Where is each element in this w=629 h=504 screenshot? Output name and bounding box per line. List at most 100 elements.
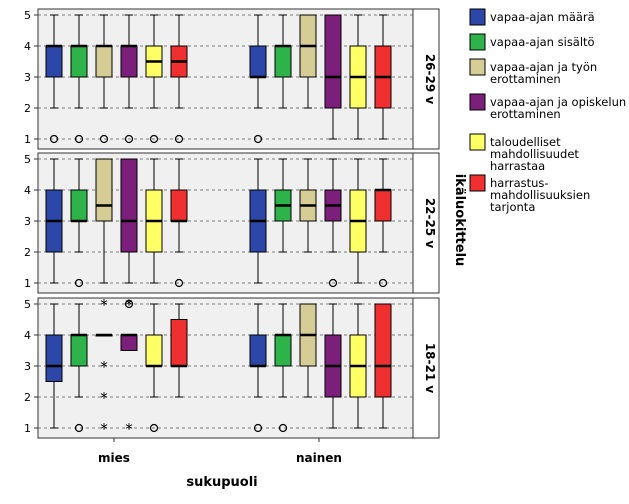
x-axis [113, 438, 320, 442]
legend-label: harrastaa [490, 159, 545, 173]
panel-label: 26-29 v [423, 54, 437, 105]
legend-swatch [469, 58, 486, 76]
box-mies-s4 [120, 158, 138, 284]
box-nainen-s1 [249, 14, 267, 144]
box-iqr [274, 45, 292, 78]
legend-swatch [469, 33, 486, 51]
box-nainen-s4 [324, 303, 342, 429]
box-nainen-s2 [274, 14, 292, 109]
box-iqr [120, 45, 138, 78]
box-mies-s5 [145, 158, 163, 284]
box-iqr [249, 45, 267, 78]
extreme-marker: * [100, 358, 108, 376]
y-tick-label: 5 [24, 153, 31, 166]
panel-1: 26-29 v 1 2 3 4 5 [24, 8, 440, 150]
box-mies-s3 [95, 158, 113, 284]
outlier-marker [49, 134, 59, 144]
outlier-marker [174, 134, 184, 144]
box-iqr [145, 334, 163, 367]
box-iqr [274, 334, 292, 367]
extreme-marker: * [125, 420, 133, 438]
extreme-marker: * [100, 296, 108, 314]
outlier-marker [124, 299, 134, 309]
box-iqr [95, 158, 113, 222]
legend-swatch [469, 133, 486, 151]
box-nainen-s4 [324, 158, 342, 288]
box-mies-s6 [170, 14, 188, 144]
box-iqr [120, 158, 138, 253]
outlier-marker [278, 423, 288, 433]
legend-label: mahdollisuudet [490, 147, 579, 161]
y-tick-label: 2 [24, 246, 31, 259]
outlier-marker [74, 278, 84, 288]
legend-label: vapaa-ajan ja työn [490, 60, 597, 74]
box-nainen-s2 [274, 303, 292, 433]
box-mies-s2 [70, 158, 88, 288]
outlier-marker [124, 134, 134, 144]
x-tick-label-nainen: nainen [296, 451, 342, 465]
legend-swatch [469, 174, 486, 192]
box-mies-s5 [145, 14, 163, 144]
box-nainen-s5 [349, 14, 367, 140]
outlier-marker [74, 134, 84, 144]
box-iqr [45, 334, 63, 382]
y-tick-label: 3 [24, 215, 31, 228]
box-mies-s3 [95, 14, 113, 144]
box-nainen-s6 [374, 158, 392, 288]
box-nainen-s1 [249, 158, 267, 284]
y-tick-label: 5 [24, 9, 31, 22]
box-iqr [374, 189, 392, 222]
box-nainen-s5 [349, 303, 367, 429]
legend-label: mahdollisuuksien [490, 188, 590, 202]
box-nainen-s3 [299, 303, 317, 398]
box-mies-s1 [45, 14, 63, 144]
outlier-marker [149, 423, 159, 433]
legend-label: vapaa-ajan sisältö [490, 35, 595, 49]
box-mies-s6 [170, 158, 188, 288]
box-nainen-s3 [299, 14, 317, 109]
box-nainen-s6 [374, 303, 392, 429]
box-iqr [70, 334, 88, 367]
legend-label: tarjonta [490, 200, 535, 214]
box-iqr [70, 189, 88, 222]
panel-label: 18-21 v [423, 343, 437, 394]
box-mies-s6 [170, 303, 188, 398]
legend-item-s1: vapaa-ajan määrä [469, 8, 595, 26]
box-iqr [249, 334, 267, 367]
box-nainen-s4 [324, 14, 342, 140]
extreme-marker: * [100, 389, 108, 407]
outlier-marker [174, 278, 184, 288]
box-mies-s1 [45, 303, 63, 429]
y-tick-label: 1 [24, 422, 31, 435]
outlier-marker [74, 423, 84, 433]
box-mies-s2 [70, 303, 88, 433]
y-tick-label: 4 [24, 40, 31, 53]
box-iqr [120, 334, 138, 351]
legend-item-s2: vapaa-ajan sisältö [469, 33, 595, 51]
legend-label: erottaminen [490, 107, 561, 121]
y-tick-label: 2 [24, 391, 31, 404]
legend-label: erottaminen [490, 72, 561, 86]
panel-2: 22-25 v 1 2 3 4 5 [24, 152, 440, 294]
legend-label: harrastus- [490, 176, 549, 190]
box-iqr [170, 319, 188, 367]
box-mies-s2 [70, 14, 88, 144]
box-iqr [374, 303, 392, 398]
box-mies-s5 [145, 303, 163, 433]
outlier-marker [149, 134, 159, 144]
box-mies-s1 [45, 158, 63, 284]
y-tick-label: 2 [24, 102, 31, 115]
box-nainen-s5 [349, 158, 367, 284]
box-nainen-s1 [249, 303, 267, 433]
panel-strip [412, 297, 440, 439]
panel-axis-title: ikäluokittelu [452, 174, 467, 267]
box-mies-s3: * * * * [95, 296, 113, 438]
outlier-marker [328, 278, 338, 288]
y-tick-label: 5 [24, 298, 31, 311]
outlier-marker [253, 423, 263, 433]
